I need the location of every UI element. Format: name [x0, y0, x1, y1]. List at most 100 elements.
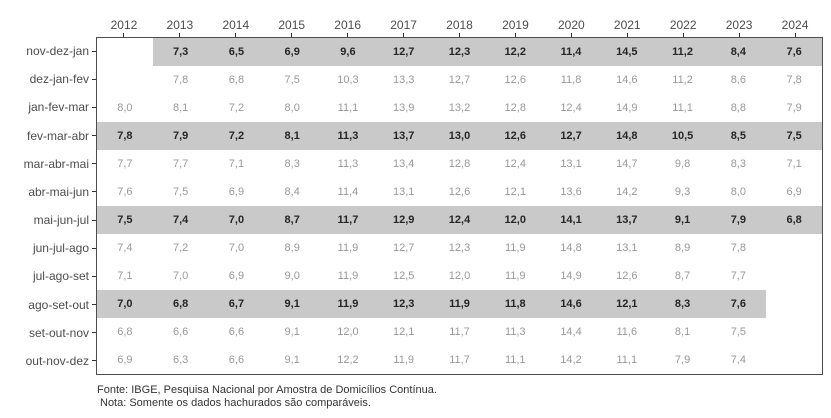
row-axis-tick — [92, 135, 96, 137]
value-cell: 11,9 — [504, 242, 526, 254]
value-cell: 7,7 — [117, 158, 133, 170]
row-axis-tick — [92, 219, 96, 221]
value-cell: 7,2 — [173, 242, 189, 254]
value-cell: 12,7 — [393, 242, 415, 254]
value-cell: 11,4 — [543, 38, 599, 66]
row-axis-tick — [92, 275, 96, 277]
value-cell: 12,2 — [487, 38, 544, 66]
value-cell: 11,3 — [337, 158, 359, 170]
quarter-row-label: mai-jun-jul — [0, 206, 96, 234]
row-axis-tick — [92, 78, 96, 80]
value-cell: 7,4 — [730, 354, 746, 366]
value-cell: 8,1 — [264, 122, 321, 150]
year-column-header: 2023 — [711, 11, 767, 37]
quarter-label-text: jul-ago-set — [32, 269, 89, 284]
value-cell: 7,6 — [766, 38, 822, 66]
value-cell: 13,6 — [560, 186, 582, 198]
value-cell: 12,0 — [487, 206, 544, 234]
value-cell — [766, 290, 822, 318]
value-cell: 8,9 — [284, 242, 300, 254]
value-cell: 13,2 — [448, 102, 471, 114]
row-label-column: nov-dez-jan dez-jan-fev jan-fev-mar fev-mar… — [0, 37, 96, 375]
value-cell: 7,8 — [730, 242, 746, 254]
quarter-label-text: nov-dez-jan — [26, 44, 89, 59]
quarter-label-text: abr-mai-jun — [28, 184, 89, 199]
value-cell: 11,7 — [320, 206, 376, 234]
quarter-row-label: fev-mar-abr — [0, 121, 96, 149]
value-cell: 12,2 — [337, 354, 359, 366]
value-cell: 14,8 — [560, 242, 582, 254]
column-axis-tick — [347, 33, 349, 37]
value-cell: 11,6 — [616, 326, 638, 338]
value-cell: 14,6 — [616, 74, 638, 86]
year-column-header: 2015 — [264, 11, 320, 37]
quarter-label-text: mar-abr-mai — [23, 156, 89, 171]
value-cell — [97, 66, 153, 94]
value-cell: 7,2 — [208, 122, 265, 150]
quarter-row-label: set-out-nov — [0, 319, 96, 347]
value-cell: 7,9 — [674, 354, 691, 366]
value-cell: 9,3 — [674, 186, 691, 198]
value-cell: 8,8 — [730, 102, 746, 114]
value-cell: 7,1 — [786, 158, 802, 170]
column-axis-tick — [794, 33, 796, 37]
quarter-row-label: ago-set-out — [0, 290, 96, 318]
value-cell: 9,1 — [654, 206, 711, 234]
value-cell: 12,9 — [375, 206, 432, 234]
value-cell: 11,1 — [616, 354, 638, 366]
value-cell: 8,3 — [654, 290, 711, 318]
quarter-row-label: jul-ago-set — [0, 262, 96, 290]
value-cell: 6,6 — [173, 326, 189, 338]
value-cell: 11,3 — [320, 122, 376, 150]
value-cell: 6,8 — [117, 326, 133, 338]
row-axis-tick — [92, 247, 96, 249]
value-cell: 7,5 — [173, 186, 189, 198]
value-cell: 7,9 — [152, 122, 209, 150]
value-cell: 11,4 — [337, 186, 359, 198]
value-cell: 14,7 — [616, 158, 638, 170]
value-cell: 8,0 — [284, 102, 300, 114]
value-cell — [766, 346, 822, 374]
value-cell: 11,8 — [487, 290, 544, 318]
value-cell: 13,1 — [560, 158, 582, 170]
value-cell: 9,6 — [320, 38, 376, 66]
value-cell: 12,6 — [616, 270, 638, 282]
value-cell: 7,1 — [228, 158, 245, 170]
value-cell: 8,3 — [284, 158, 300, 170]
quarter-label-text: out-nov-dez — [25, 353, 89, 368]
footer: Fonte: IBGE, Pesquisa Nacional por Amost… — [97, 384, 437, 410]
value-cell: 6,9 — [264, 38, 321, 66]
value-cell: 6,6 — [228, 326, 245, 338]
year-label: 2015 — [278, 18, 306, 32]
value-cell: 11,9 — [504, 270, 526, 282]
quarter-row-label: jun-jul-ago — [0, 234, 96, 262]
column-axis-tick — [235, 33, 237, 37]
quarter-label-text: jan-fev-mar — [28, 100, 89, 115]
value-cell: 9,1 — [284, 326, 300, 338]
value-cell: 12,4 — [431, 206, 488, 234]
row-axis-tick — [92, 332, 96, 334]
value-cell: 7,6 — [117, 186, 133, 198]
value-cell: 7,4 — [117, 242, 133, 254]
value-cell: 7,8 — [786, 74, 802, 86]
value-cell: 9,0 — [284, 270, 300, 282]
value-cell: 14,8 — [598, 122, 655, 150]
value-cell: 14,9 — [560, 270, 582, 282]
year-column-header: 2021 — [599, 11, 655, 37]
value-cell: 13,1 — [393, 186, 415, 198]
value-cell: 7,5 — [284, 74, 300, 86]
value-cell: 8,0 — [730, 186, 746, 198]
quarter-row-label: mar-abr-mai — [0, 150, 96, 178]
value-cell: 12,3 — [375, 290, 432, 318]
footer-note: Nota: Somente os dados hachurados são co… — [100, 397, 371, 409]
row-axis-tick — [92, 360, 96, 362]
value-cell: 12,6 — [504, 74, 526, 86]
value-cell: 14,2 — [560, 354, 582, 366]
year-column-header: 2018 — [432, 11, 488, 37]
value-cell: 11,2 — [654, 38, 711, 66]
value-cell: 12,1 — [598, 290, 655, 318]
value-cell: 11,7 — [449, 354, 470, 366]
value-cell: 9,1 — [284, 354, 300, 366]
column-axis-tick — [123, 33, 125, 37]
